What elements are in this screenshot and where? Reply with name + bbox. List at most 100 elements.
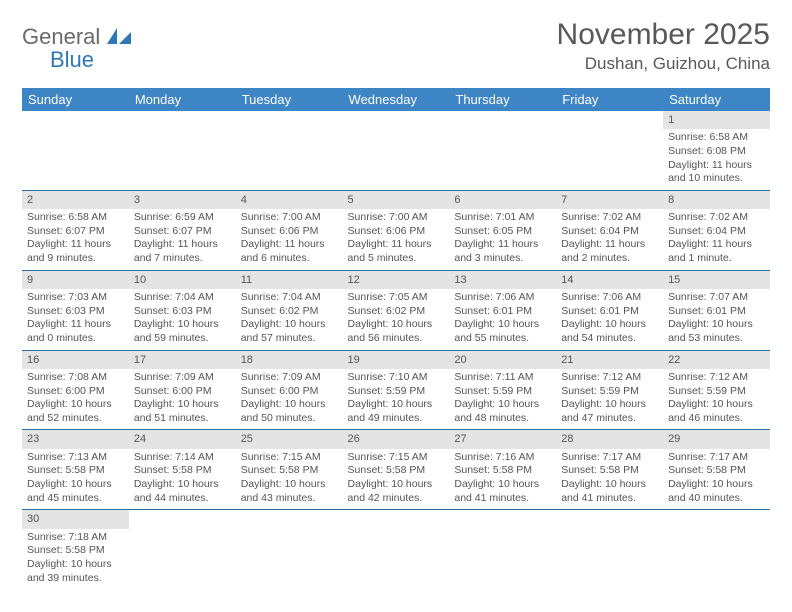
day-number: 20 — [449, 351, 556, 369]
calendar-week-row: 1Sunrise: 6:58 AMSunset: 6:08 PMDaylight… — [22, 111, 770, 190]
day-details: Sunrise: 7:12 AMSunset: 5:59 PMDaylight:… — [556, 369, 663, 430]
calendar-cell — [556, 510, 663, 589]
sunrise-text: Sunrise: 7:00 AM — [348, 211, 445, 225]
day-details: Sunrise: 7:12 AMSunset: 5:59 PMDaylight:… — [663, 369, 770, 430]
calendar-cell — [129, 111, 236, 190]
day-number: 26 — [343, 430, 450, 448]
daylight-text: Daylight: 10 hours and 52 minutes. — [27, 398, 124, 425]
day-number: 9 — [22, 271, 129, 289]
day-details: Sunrise: 7:06 AMSunset: 6:01 PMDaylight:… — [449, 289, 556, 350]
sunrise-text: Sunrise: 7:05 AM — [348, 291, 445, 305]
daylight-text: Daylight: 10 hours and 50 minutes. — [241, 398, 338, 425]
day-details: Sunrise: 6:58 AMSunset: 6:08 PMDaylight:… — [663, 129, 770, 190]
day-header: Saturday — [663, 88, 770, 111]
sunset-text: Sunset: 5:58 PM — [27, 464, 124, 478]
day-details — [449, 115, 556, 121]
daylight-text: Daylight: 10 hours and 42 minutes. — [348, 478, 445, 505]
calendar-cell: 3Sunrise: 6:59 AMSunset: 6:07 PMDaylight… — [129, 190, 236, 270]
calendar-cell: 2Sunrise: 6:58 AMSunset: 6:07 PMDaylight… — [22, 190, 129, 270]
day-number: 16 — [22, 351, 129, 369]
sunset-text: Sunset: 6:06 PM — [348, 225, 445, 239]
calendar-cell — [129, 510, 236, 589]
day-details — [556, 514, 663, 520]
calendar-cell: 1Sunrise: 6:58 AMSunset: 6:08 PMDaylight… — [663, 111, 770, 190]
day-number: 13 — [449, 271, 556, 289]
sunrise-text: Sunrise: 7:16 AM — [454, 451, 551, 465]
calendar-table: Sunday Monday Tuesday Wednesday Thursday… — [22, 88, 770, 589]
day-details: Sunrise: 7:14 AMSunset: 5:58 PMDaylight:… — [129, 449, 236, 510]
sunset-text: Sunset: 6:01 PM — [561, 305, 658, 319]
day-number: 12 — [343, 271, 450, 289]
calendar-cell: 21Sunrise: 7:12 AMSunset: 5:59 PMDayligh… — [556, 350, 663, 430]
calendar-cell: 19Sunrise: 7:10 AMSunset: 5:59 PMDayligh… — [343, 350, 450, 430]
day-details — [663, 514, 770, 520]
day-header: Wednesday — [343, 88, 450, 111]
sunset-text: Sunset: 6:00 PM — [241, 385, 338, 399]
day-details: Sunrise: 7:02 AMSunset: 6:04 PMDaylight:… — [556, 209, 663, 270]
calendar-cell — [663, 510, 770, 589]
day-details: Sunrise: 7:04 AMSunset: 6:02 PMDaylight:… — [236, 289, 343, 350]
daylight-text: Daylight: 11 hours and 9 minutes. — [27, 238, 124, 265]
day-details — [129, 115, 236, 121]
sunset-text: Sunset: 5:58 PM — [134, 464, 231, 478]
day-details: Sunrise: 6:58 AMSunset: 6:07 PMDaylight:… — [22, 209, 129, 270]
day-number: 17 — [129, 351, 236, 369]
day-header: Tuesday — [236, 88, 343, 111]
sunrise-text: Sunrise: 7:06 AM — [454, 291, 551, 305]
day-details: Sunrise: 7:15 AMSunset: 5:58 PMDaylight:… — [343, 449, 450, 510]
day-details: Sunrise: 7:04 AMSunset: 6:03 PMDaylight:… — [129, 289, 236, 350]
calendar-cell — [22, 111, 129, 190]
day-details: Sunrise: 7:09 AMSunset: 6:00 PMDaylight:… — [236, 369, 343, 430]
calendar-cell: 22Sunrise: 7:12 AMSunset: 5:59 PMDayligh… — [663, 350, 770, 430]
day-details — [236, 514, 343, 520]
sunrise-text: Sunrise: 7:09 AM — [241, 371, 338, 385]
calendar-cell: 26Sunrise: 7:15 AMSunset: 5:58 PMDayligh… — [343, 430, 450, 510]
sunset-text: Sunset: 5:58 PM — [241, 464, 338, 478]
sunset-text: Sunset: 5:58 PM — [454, 464, 551, 478]
day-number: 1 — [663, 111, 770, 129]
daylight-text: Daylight: 10 hours and 56 minutes. — [348, 318, 445, 345]
day-number: 5 — [343, 191, 450, 209]
calendar-cell — [236, 510, 343, 589]
day-details: Sunrise: 7:02 AMSunset: 6:04 PMDaylight:… — [663, 209, 770, 270]
calendar-cell: 9Sunrise: 7:03 AMSunset: 6:03 PMDaylight… — [22, 270, 129, 350]
calendar-cell: 20Sunrise: 7:11 AMSunset: 5:59 PMDayligh… — [449, 350, 556, 430]
daylight-text: Daylight: 10 hours and 57 minutes. — [241, 318, 338, 345]
daylight-text: Daylight: 10 hours and 43 minutes. — [241, 478, 338, 505]
day-header-row: Sunday Monday Tuesday Wednesday Thursday… — [22, 88, 770, 111]
sunset-text: Sunset: 5:58 PM — [348, 464, 445, 478]
day-details: Sunrise: 7:17 AMSunset: 5:58 PMDaylight:… — [663, 449, 770, 510]
sunset-text: Sunset: 5:59 PM — [454, 385, 551, 399]
calendar-cell: 18Sunrise: 7:09 AMSunset: 6:00 PMDayligh… — [236, 350, 343, 430]
day-header: Monday — [129, 88, 236, 111]
day-number: 24 — [129, 430, 236, 448]
calendar-cell: 7Sunrise: 7:02 AMSunset: 6:04 PMDaylight… — [556, 190, 663, 270]
logo-word1: General — [22, 24, 100, 49]
calendar-cell — [449, 111, 556, 190]
calendar-cell: 6Sunrise: 7:01 AMSunset: 6:05 PMDaylight… — [449, 190, 556, 270]
day-details — [449, 514, 556, 520]
sunrise-text: Sunrise: 7:12 AM — [668, 371, 765, 385]
sunset-text: Sunset: 5:59 PM — [348, 385, 445, 399]
calendar-cell: 11Sunrise: 7:04 AMSunset: 6:02 PMDayligh… — [236, 270, 343, 350]
page-title: November 2025 — [557, 18, 770, 52]
day-details — [343, 115, 450, 121]
sunrise-text: Sunrise: 7:02 AM — [561, 211, 658, 225]
sunset-text: Sunset: 6:07 PM — [27, 225, 124, 239]
daylight-text: Daylight: 10 hours and 46 minutes. — [668, 398, 765, 425]
sunrise-text: Sunrise: 6:59 AM — [134, 211, 231, 225]
calendar-cell — [236, 111, 343, 190]
daylight-text: Daylight: 11 hours and 3 minutes. — [454, 238, 551, 265]
sunset-text: Sunset: 6:03 PM — [27, 305, 124, 319]
calendar-cell: 15Sunrise: 7:07 AMSunset: 6:01 PMDayligh… — [663, 270, 770, 350]
sunset-text: Sunset: 6:03 PM — [134, 305, 231, 319]
title-block: November 2025 Dushan, Guizhou, China — [557, 18, 770, 74]
sunset-text: Sunset: 5:58 PM — [668, 464, 765, 478]
sunrise-text: Sunrise: 7:06 AM — [561, 291, 658, 305]
day-number: 21 — [556, 351, 663, 369]
calendar-cell: 14Sunrise: 7:06 AMSunset: 6:01 PMDayligh… — [556, 270, 663, 350]
day-details: Sunrise: 7:17 AMSunset: 5:58 PMDaylight:… — [556, 449, 663, 510]
calendar-cell: 5Sunrise: 7:00 AMSunset: 6:06 PMDaylight… — [343, 190, 450, 270]
day-number: 15 — [663, 271, 770, 289]
sunset-text: Sunset: 5:58 PM — [27, 544, 124, 558]
